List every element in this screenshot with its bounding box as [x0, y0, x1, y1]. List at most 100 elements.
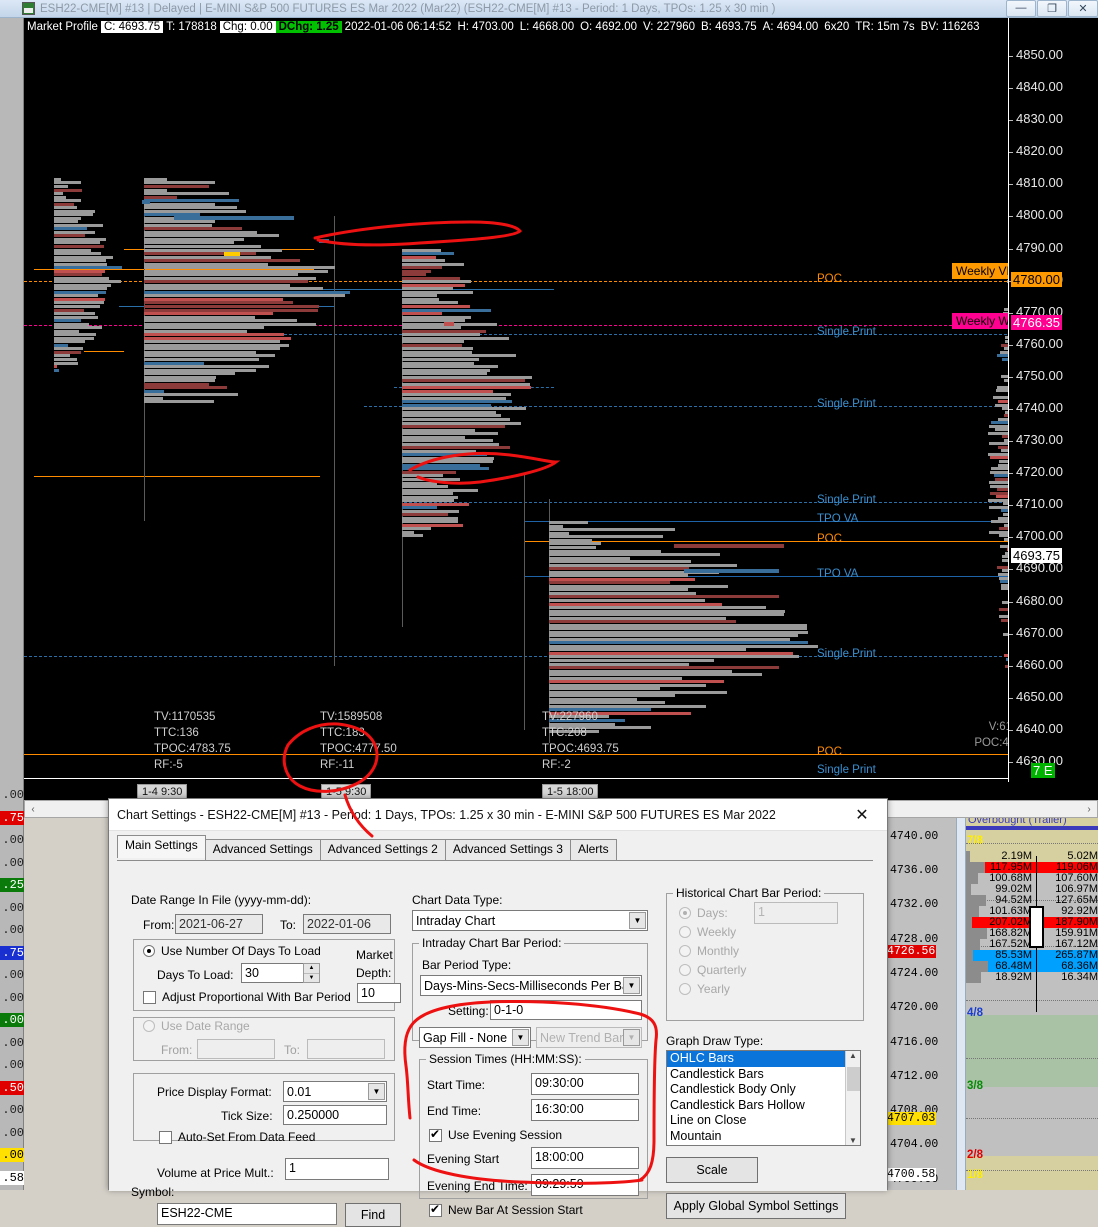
graph-draw-option-line-on-close[interactable]: Line on Close — [670, 1113, 747, 1128]
date-to-field[interactable]: 2022-01-06 — [303, 914, 391, 934]
volume-right-value: 68.36M — [1061, 960, 1098, 972]
scroll-down-icon[interactable]: ▼ — [849, 1136, 857, 1145]
left-strip-price-label: .00 — [2, 1035, 24, 1050]
graph-draw-option-ohlc-bars[interactable]: OHLC Bars — [667, 1051, 860, 1067]
minimize-button[interactable]: — — [1006, 0, 1036, 17]
gap-fill-select[interactable]: Gap Fill - None ▼ — [419, 1027, 531, 1048]
graph-draw-option-mountain[interactable]: Mountain — [670, 1128, 722, 1143]
find-symbol-button[interactable]: Find — [345, 1203, 401, 1227]
profile-bar — [402, 252, 454, 256]
graph-draw-type-listbox[interactable]: OHLC Bars Candlestick Bars Candlestick B… — [666, 1050, 861, 1146]
tab-advanced-settings[interactable]: Advanced Settings — [204, 839, 321, 860]
chart-data-type-select[interactable]: Intraday Chart ▼ — [412, 910, 648, 931]
candlestick-body — [1029, 906, 1044, 948]
dialog-tabs[interactable]: Main Settings Advanced Settings Advanced… — [117, 835, 617, 860]
end-time-field[interactable]: 16:30:00 — [531, 1099, 639, 1121]
profile-bar — [402, 255, 437, 259]
start-time-field[interactable]: 09:30:00 — [531, 1073, 639, 1095]
use-date-range-radio[interactable]: Use Date Range — [143, 1019, 250, 1033]
profile-bar — [54, 350, 82, 354]
status-bidask-size: 6x20 — [824, 21, 850, 33]
profile-bar — [402, 301, 458, 305]
secondary-price-tick-label: 4736.00 — [890, 864, 939, 878]
volume-at-price-mult-field[interactable]: 1 — [285, 1158, 389, 1180]
profile-bar — [54, 290, 107, 294]
chart-plot-area[interactable]: POC Single Print Single Print Single Print T… — [24, 36, 1044, 800]
tab-main-settings[interactable]: Main Settings — [117, 835, 206, 858]
profile-bar — [54, 213, 94, 217]
date-range-to-label: To: — [284, 1043, 301, 1057]
close-button[interactable]: ✕ — [1068, 0, 1098, 17]
price-tick-label: 4800.00 — [1016, 207, 1063, 223]
scrollbar-thumb[interactable] — [847, 1067, 860, 1091]
profile-bar — [144, 386, 227, 390]
profile-bar — [549, 602, 722, 606]
historical-monthly-radio[interactable]: Monthly — [679, 944, 739, 958]
tab-alerts[interactable]: Alerts — [569, 839, 617, 860]
evening-end-time-field[interactable]: 09:29:59 — [531, 1174, 639, 1196]
volume-row: 68.48M 68.36M — [966, 961, 1098, 972]
profile-bar — [549, 531, 570, 535]
scale-button[interactable]: Scale — [666, 1157, 758, 1183]
chevron-down-icon[interactable]: ▼ — [368, 1083, 385, 1100]
date-range-from-field[interactable] — [197, 1039, 275, 1059]
chart-settings-dialog[interactable]: Chart Settings - ESH22-CME[M] #13 - Peri… — [108, 798, 888, 1227]
secondary-graph[interactable]: Overbought (Trailer) 7/8 4/8 3/8 2/8 1/8 2.19M… — [966, 818, 1098, 1190]
price-display-format-select[interactable]: 0.01 ▼ — [283, 1081, 387, 1102]
profile-bar — [549, 655, 800, 659]
adjust-proportional-checkbox[interactable]: Adjust Proportional With Bar Period — [143, 990, 351, 1004]
use-number-of-days-radio[interactable]: Use Number Of Days To Load — [143, 944, 321, 958]
chart-price-axis[interactable]: 4850.00 4840.00 4830.00 4820.00 4810.00 4800.… — [1008, 18, 1074, 782]
chevron-down-icon[interactable]: ▼ — [512, 1029, 529, 1046]
price-tick-label: 4680.00 — [1016, 592, 1063, 608]
graph-draw-option-candlestick-body-only[interactable]: Candlestick Body Only — [670, 1082, 796, 1097]
use-evening-session-checkbox[interactable]: Use Evening Session — [429, 1127, 562, 1142]
dialog-close-icon[interactable]: ✕ — [855, 806, 869, 824]
price-display-format-label: Price Display Format: — [157, 1085, 272, 1099]
historical-days-field[interactable]: 1 — [754, 902, 838, 924]
secondary-price-axis[interactable]: 4740.00 4736.00 4732.00 4728.00 4724.00 4720.… — [884, 818, 956, 1190]
listbox-scrollbar[interactable]: ▲ ▼ — [845, 1051, 860, 1145]
price-tick — [1009, 248, 1013, 250]
auto-set-from-data-feed-checkbox[interactable]: Auto-Set From Data Feed — [159, 1130, 315, 1144]
new-trend-bar-select[interactable]: New Trend Bar W ▼ — [536, 1027, 642, 1048]
date-range-to-field[interactable] — [307, 1039, 385, 1059]
profile-bar — [402, 248, 442, 252]
chart-canvas[interactable]: Market Profile C: 4693.75 T: 178818 Chg:… — [24, 18, 1098, 800]
stepper-down-icon[interactable]: ▼ — [308, 974, 315, 981]
profile-bar — [144, 230, 257, 234]
historical-days-radio[interactable]: Days: — [679, 906, 728, 920]
tab-advanced-settings-3[interactable]: Advanced Settings 3 — [444, 839, 571, 860]
stepper-up-icon[interactable]: ▲ — [304, 964, 319, 974]
graph-draw-option-candlestick-bars[interactable]: Candlestick Bars — [670, 1066, 764, 1081]
volume-at-price-mult-label: Volume at Price Mult.: — [157, 1166, 274, 1180]
bar-period-type-select[interactable]: Days-Mins-Secs-Milliseconds Per Bar ▼ — [420, 975, 642, 996]
graph-draw-option-candlestick-bars-hollow[interactable]: Candlestick Bars Hollow — [670, 1097, 805, 1112]
market-depth-field[interactable]: 10 — [357, 983, 401, 1003]
bar-period-setting-field[interactable]: 0-1-0 — [490, 1000, 642, 1020]
historical-weekly-radio[interactable]: Weekly — [679, 925, 736, 939]
chevron-down-icon[interactable]: ▼ — [623, 977, 640, 994]
days-to-load-stepper[interactable]: ▲ ▼ — [303, 963, 320, 983]
historical-yearly-radio[interactable]: Yearly — [679, 982, 730, 996]
scroll-right-icon[interactable]: › — [1087, 803, 1091, 815]
scroll-up-icon[interactable]: ▲ — [849, 1051, 857, 1060]
evening-start-field[interactable]: 18:00:00 — [531, 1147, 639, 1169]
profile-bar — [402, 382, 530, 386]
secondary-chart-panel[interactable]: 4740.00 4736.00 4732.00 4728.00 4724.00 4720.… — [884, 818, 1098, 1190]
chevron-down-icon[interactable]: ▼ — [629, 912, 646, 929]
maximize-button[interactable]: ❐ — [1037, 0, 1067, 17]
symbol-field[interactable]: ESH22-CME — [157, 1203, 337, 1225]
historical-quarterly-radio[interactable]: Quarterly — [679, 963, 746, 977]
tick-size-field[interactable]: 0.250000 — [283, 1105, 387, 1125]
profile-bar — [549, 676, 682, 680]
chevron-down-icon[interactable]: ▼ — [623, 1029, 640, 1046]
grid-dotted-line — [966, 1058, 1098, 1059]
scroll-left-icon[interactable]: ‹ — [31, 803, 35, 815]
profile-bar — [54, 357, 77, 361]
tab-advanced-settings-2[interactable]: Advanced Settings 2 — [319, 839, 446, 860]
new-bar-at-session-start-checkbox[interactable]: New Bar At Session Start — [429, 1202, 583, 1217]
profile-bar — [54, 276, 110, 280]
date-from-field[interactable]: 2021-06-27 — [175, 914, 263, 934]
apply-global-symbol-settings-button[interactable]: Apply Global Symbol Settings — [666, 1193, 846, 1219]
